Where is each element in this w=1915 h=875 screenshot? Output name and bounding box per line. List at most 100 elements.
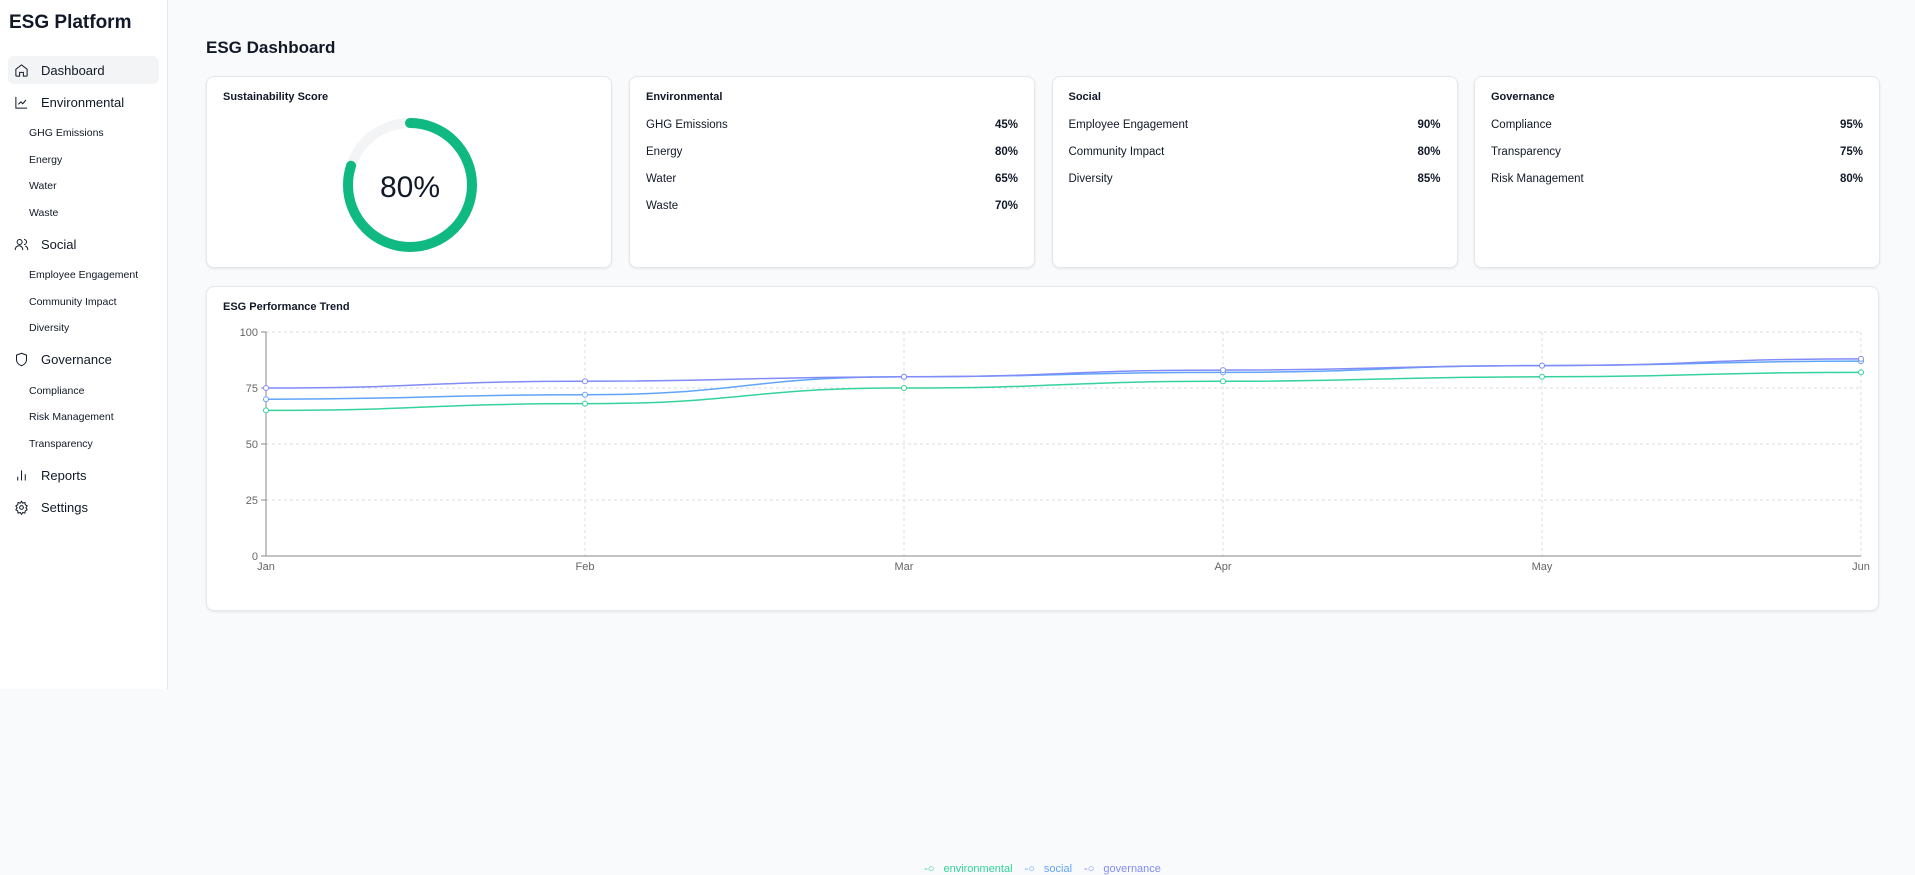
shield-icon [16, 352, 27, 367]
metric-value: 75% [1839, 146, 1863, 158]
bar-chart-icon [17, 470, 26, 480]
legend-label: environmental [943, 863, 1013, 875]
data-point-social [582, 391, 588, 398]
metric-value: 70% [994, 200, 1018, 212]
sustainability-score-card: Sustainability Score 80% [206, 76, 612, 268]
metric-label: Water [646, 173, 677, 185]
sidebar-item-governance[interactable]: Governance [8, 346, 159, 374]
sidebar-subitem-risk-management[interactable]: Risk Management [29, 411, 114, 424]
gear-icon [15, 499, 28, 515]
y-tick-label: 75 [246, 383, 258, 395]
metric-value: 80% [994, 146, 1018, 158]
brand-logo: ESG Platform [9, 12, 132, 33]
legend-item-environmental[interactable]: -○ environmental [921, 863, 1015, 875]
chart-legend: -○ environmental -○ social -○ governance [207, 863, 1878, 875]
data-point-governance [1539, 362, 1545, 369]
users-icon [14, 238, 29, 250]
score-gauge: 80% [343, 118, 477, 252]
metric-row: Water 65% [646, 173, 1018, 185]
metric-value: 90% [1417, 119, 1441, 131]
metric-label: Waste [646, 200, 679, 212]
data-point-governance [1858, 355, 1864, 362]
metric-row: Transparency 75% [1491, 146, 1863, 158]
sidebar-item-social[interactable]: Social [8, 230, 159, 258]
sidebar-subitem-diversity[interactable]: Diversity [29, 322, 70, 335]
data-point-governance [1220, 367, 1226, 374]
data-point-environmental [901, 385, 907, 391]
metric-row: GHG Emissions 45% [646, 119, 1018, 131]
legend-marker-icon: -○ [924, 863, 935, 875]
metric-label: Risk Management [1491, 173, 1584, 185]
data-point-social [263, 396, 269, 403]
sidebar-item-label: Dashboard [41, 62, 105, 78]
metric-value: 80% [1417, 146, 1441, 158]
metric-row: Diversity 85% [1069, 173, 1441, 185]
sidebar-item-label: Social [41, 236, 77, 252]
sidebar-item-label: Governance [41, 352, 112, 367]
card-title: Social [1068, 91, 1101, 103]
metric-value: 85% [1417, 173, 1441, 185]
sidebar-subitem-waste[interactable]: Waste [29, 206, 59, 219]
metric-label: Energy [646, 146, 683, 158]
gauge-fill [343, 118, 477, 252]
metric-value: 65% [994, 173, 1018, 185]
metric-value: 45% [994, 119, 1018, 131]
x-tick-label: May [1532, 561, 1553, 573]
home-icon [15, 63, 28, 77]
y-tick-label: 25 [246, 495, 258, 507]
sidebar-item-reports[interactable]: Reports [8, 461, 159, 489]
data-point-environmental [1220, 378, 1226, 385]
x-tick-label: Jun [1852, 561, 1870, 573]
y-tick-label: 50 [246, 439, 258, 451]
page-title: ESG Dashboard [206, 38, 336, 57]
legend-label: social [1043, 863, 1073, 875]
series-line-governance [265, 358, 1862, 389]
line-chart-icon [15, 96, 28, 109]
sidebar-subitem-water[interactable]: Water [29, 180, 57, 193]
metric-value: 80% [1839, 173, 1863, 185]
sidebar-subitem-employee-engagement[interactable]: Employee Engagement [29, 269, 139, 282]
metric-row: Employee Engagement 90% [1069, 119, 1441, 131]
sidebar-item-settings[interactable]: Settings [8, 493, 159, 521]
sidebar-item-environmental[interactable]: Environmental [8, 88, 159, 116]
metric-row: Compliance 95% [1491, 119, 1863, 131]
data-point-environmental [582, 400, 588, 407]
metric-label: GHG Emissions [646, 119, 728, 131]
sidebar-item-label: Reports [41, 467, 87, 483]
sidebar-subitem-compliance[interactable]: Compliance [29, 384, 85, 397]
metric-label: Community Impact [1068, 146, 1165, 158]
sidebar-item-label: Settings [41, 499, 88, 515]
data-point-governance [582, 378, 588, 385]
metric-row: Waste 70% [646, 200, 1018, 212]
x-tick-label: Feb [576, 561, 595, 573]
data-point-environmental [263, 407, 269, 414]
sidebar-item-dashboard[interactable]: Dashboard [8, 56, 159, 84]
series-line-social [265, 360, 1862, 400]
x-tick-label: Apr [1214, 561, 1231, 573]
trend-chart-card: ESG Performance Trend 0 25 50 75 100 Jan Feb Ma… [206, 286, 1879, 875]
legend-item-governance[interactable]: -○ governance [1081, 863, 1164, 875]
sidebar-subitem-community-impact[interactable]: Community Impact [29, 295, 117, 308]
card-title: Environmental [646, 91, 723, 103]
sidebar-item-label: Environmental [41, 94, 125, 110]
x-tick-label: Jan [257, 561, 275, 573]
series-line-environmental [265, 371, 1862, 412]
metric-label: Employee Engagement [1068, 119, 1189, 131]
sidebar-subitem-transparency[interactable]: Transparency [29, 437, 93, 450]
legend-marker-icon: -○ [1024, 863, 1035, 875]
y-tick-label: 100 [240, 327, 258, 339]
data-point-environmental [1858, 369, 1864, 376]
metric-row: Energy 80% [646, 146, 1018, 158]
governance-card: Governance Compliance 95% Transparency 75% Ri… [1474, 76, 1880, 268]
score-value: 80% [380, 171, 440, 204]
metric-row: Community Impact 80% [1069, 146, 1441, 158]
card-title: Governance [1491, 91, 1555, 103]
trend-chart: 0 25 50 75 100 Jan Feb Mar Apr May Jun [240, 327, 1870, 573]
legend-item-social[interactable]: -○ social [1022, 863, 1076, 875]
card-title: Sustainability Score [223, 91, 329, 103]
environmental-card: Environmental GHG Emissions 45% Energy 80% Wa… [629, 76, 1035, 268]
legend-label: governance [1103, 863, 1161, 875]
sidebar-subitem-ghg-emissions[interactable]: GHG Emissions [29, 127, 104, 140]
sidebar-subitem-energy[interactable]: Energy [29, 153, 63, 166]
y-tick-label: 0 [252, 551, 258, 563]
